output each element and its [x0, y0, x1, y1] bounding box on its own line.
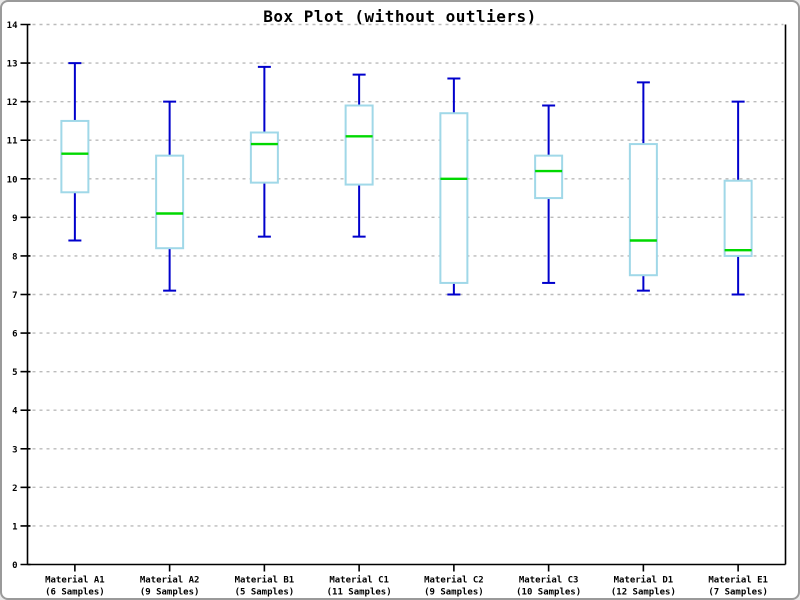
category-label: Material A2	[140, 575, 200, 586]
y-tick-label-2: 2	[12, 484, 17, 494]
y-tick-label-14: 14	[7, 21, 18, 31]
category-label: Material C1	[329, 575, 389, 586]
iqr-box	[344, 104, 374, 186]
chart-title: Box Plot (without outliers)	[263, 7, 537, 26]
category-label: Material D1	[614, 575, 674, 586]
y-tick-label-8: 8	[12, 252, 17, 262]
iqr-box	[723, 179, 753, 257]
category-sublabel: (9 Samples)	[140, 588, 200, 598]
iqr-box	[249, 131, 279, 184]
category-label: Material C3	[519, 575, 579, 586]
y-tick-label-9: 9	[12, 214, 17, 224]
category-label: Material A1	[45, 575, 105, 586]
y-tick-label-7: 7	[12, 291, 17, 301]
y-tick-label-1: 1	[12, 522, 17, 532]
y-tick-label-12: 12	[7, 98, 18, 108]
category-sublabel: (12 Samples)	[611, 588, 676, 598]
y-tick-label-5: 5	[12, 368, 17, 378]
y-tick-label-4: 4	[12, 407, 18, 417]
iqr-box	[60, 119, 90, 194]
iqr-box	[534, 154, 564, 200]
category-sublabel: (9 Samples)	[424, 588, 484, 598]
category-sublabel: (6 Samples)	[45, 588, 105, 598]
y-tick-label-11: 11	[7, 137, 18, 147]
y-tick-label-13: 13	[7, 60, 18, 70]
category-label: Material B1	[235, 575, 295, 586]
iqr-box	[628, 143, 658, 277]
iqr-box	[439, 112, 469, 284]
category-sublabel: (7 Samples)	[708, 588, 768, 598]
category-sublabel: (5 Samples)	[235, 588, 295, 598]
y-tick-label-3: 3	[12, 445, 17, 455]
category-label: Material E1	[708, 575, 768, 586]
y-tick-label-6: 6	[12, 330, 17, 340]
y-tick-label-10: 10	[7, 175, 18, 185]
y-tick-label-0: 0	[12, 561, 17, 571]
iqr-box	[155, 154, 185, 250]
category-label: Material C2	[424, 575, 484, 586]
category-sublabel: (11 Samples)	[327, 588, 392, 598]
category-sublabel: (10 Samples)	[516, 588, 581, 598]
